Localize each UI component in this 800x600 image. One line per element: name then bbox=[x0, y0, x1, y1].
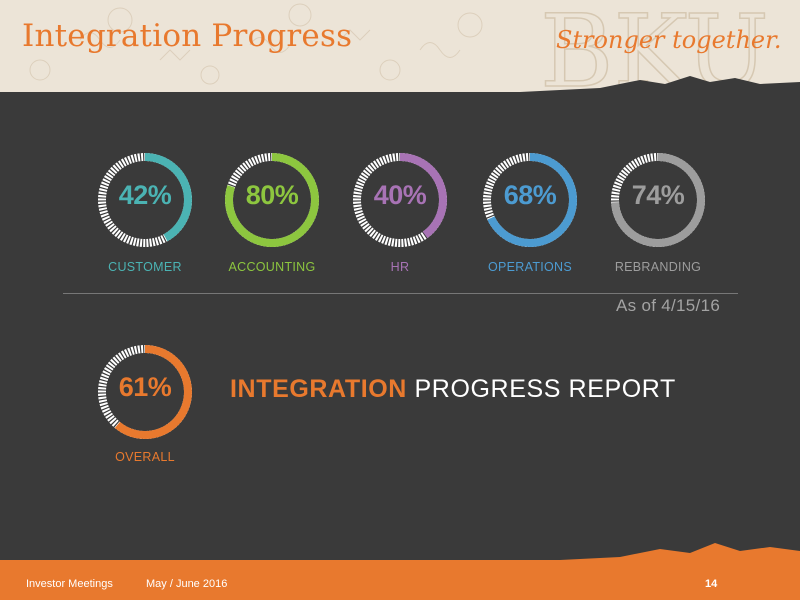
accounting-ring-arc bbox=[225, 153, 319, 247]
hr-label: HR bbox=[390, 260, 410, 274]
customer-ring-arc bbox=[98, 153, 192, 247]
tagline: Stronger together. bbox=[556, 26, 782, 54]
as-of-date: As of 4/15/16 bbox=[616, 296, 721, 315]
customer-ring: 42% bbox=[95, 150, 195, 250]
operations-ring-graphic bbox=[483, 153, 577, 247]
accounting-percent: 80% bbox=[245, 180, 299, 210]
report-heading-bold: INTEGRATION bbox=[230, 375, 407, 403]
hr-percent: 40% bbox=[373, 180, 427, 210]
hr-ring-arc bbox=[353, 153, 447, 247]
rebranding-label: REBRANDING bbox=[614, 260, 702, 274]
footer bbox=[0, 560, 800, 600]
customer-ring-graphic bbox=[98, 153, 192, 247]
operations-label: OPERATIONS bbox=[487, 260, 573, 274]
watermark-letters: BKU bbox=[540, 0, 769, 92]
customer-label: CUSTOMER bbox=[108, 260, 182, 274]
footer-left: Investor Meetings bbox=[26, 578, 113, 590]
customer-percent: 42% bbox=[118, 180, 172, 210]
operations-ring-arc bbox=[483, 153, 577, 247]
mountain-edge-bottom bbox=[0, 543, 800, 562]
page-title: Integration Progress bbox=[22, 18, 353, 54]
accounting-ring: 80% bbox=[222, 150, 322, 250]
rebranding-percent: 74% bbox=[631, 180, 685, 210]
rebranding-ring-graphic bbox=[611, 153, 705, 247]
header-pattern: BKU bbox=[29, 0, 770, 92]
overall-ring-arc bbox=[98, 345, 192, 439]
divider bbox=[63, 293, 738, 294]
operations-ring: 68% bbox=[480, 150, 580, 250]
rebranding-ring: 74% bbox=[608, 150, 708, 250]
overall-ring-graphic bbox=[98, 345, 192, 439]
page-number: 14 bbox=[705, 578, 718, 590]
overall-ring: 61% bbox=[95, 342, 195, 442]
operations-percent: 68% bbox=[503, 180, 557, 210]
header: BKU Integration Progress Stronger togeth… bbox=[0, 0, 800, 92]
report-heading-rest: PROGRESS REPORT bbox=[406, 375, 676, 403]
footer-date: May / June 2016 bbox=[146, 578, 228, 590]
accounting-ring-graphic bbox=[225, 153, 319, 247]
accounting-label: ACCOUNTING bbox=[228, 260, 316, 274]
main-panel: As of 4/15/16 INTEGRATION PROGRESS REPOR… bbox=[0, 92, 800, 550]
overall-label: OVERALL bbox=[115, 450, 175, 464]
rebranding-ring-arc bbox=[611, 153, 705, 247]
overall-percent: 61% bbox=[118, 372, 172, 402]
report-heading: INTEGRATION PROGRESS REPORT bbox=[230, 375, 676, 404]
mountain-edge-top bbox=[0, 76, 800, 92]
hr-ring-graphic bbox=[353, 153, 447, 247]
hr-ring: 40% bbox=[350, 150, 450, 250]
